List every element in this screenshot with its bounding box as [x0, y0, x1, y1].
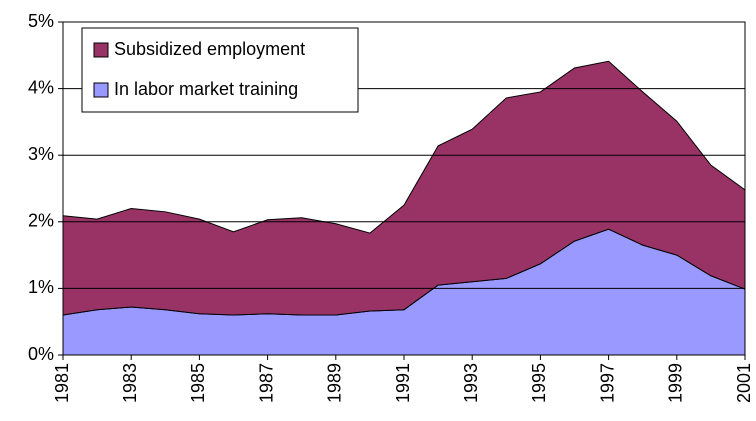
y-tick-label: 2% — [28, 211, 54, 231]
legend-label: Subsidized employment — [114, 39, 305, 59]
x-tick-label: 2001 — [734, 363, 754, 403]
x-tick-label: 1981 — [52, 363, 72, 403]
legend-swatch — [93, 82, 109, 98]
plot-border — [62, 21, 746, 356]
y-tick-label: 1% — [28, 277, 54, 297]
x-tick-label: 1985 — [188, 363, 208, 403]
y-tick-label: 0% — [28, 344, 54, 364]
x-tick-label: 1987 — [256, 363, 276, 403]
x-tick-label: 1993 — [461, 363, 481, 403]
x-tick-label: 1983 — [120, 363, 140, 403]
y-tick-label: 5% — [28, 11, 54, 31]
x-tick-label: 1991 — [393, 363, 413, 403]
x-tick-label: 1989 — [325, 363, 345, 403]
legend-swatch — [93, 42, 109, 58]
x-tick-label: 1997 — [597, 363, 617, 403]
legend-box — [81, 27, 359, 113]
legend: Subsidized employment In labor market tra… — [81, 27, 359, 113]
x-tick-label: 1999 — [666, 363, 686, 403]
legend-label: In labor market training — [114, 79, 298, 99]
y-tick-label: 4% — [28, 77, 54, 97]
y-tick-label: 3% — [28, 144, 54, 164]
x-tick-label: 1995 — [529, 363, 549, 403]
